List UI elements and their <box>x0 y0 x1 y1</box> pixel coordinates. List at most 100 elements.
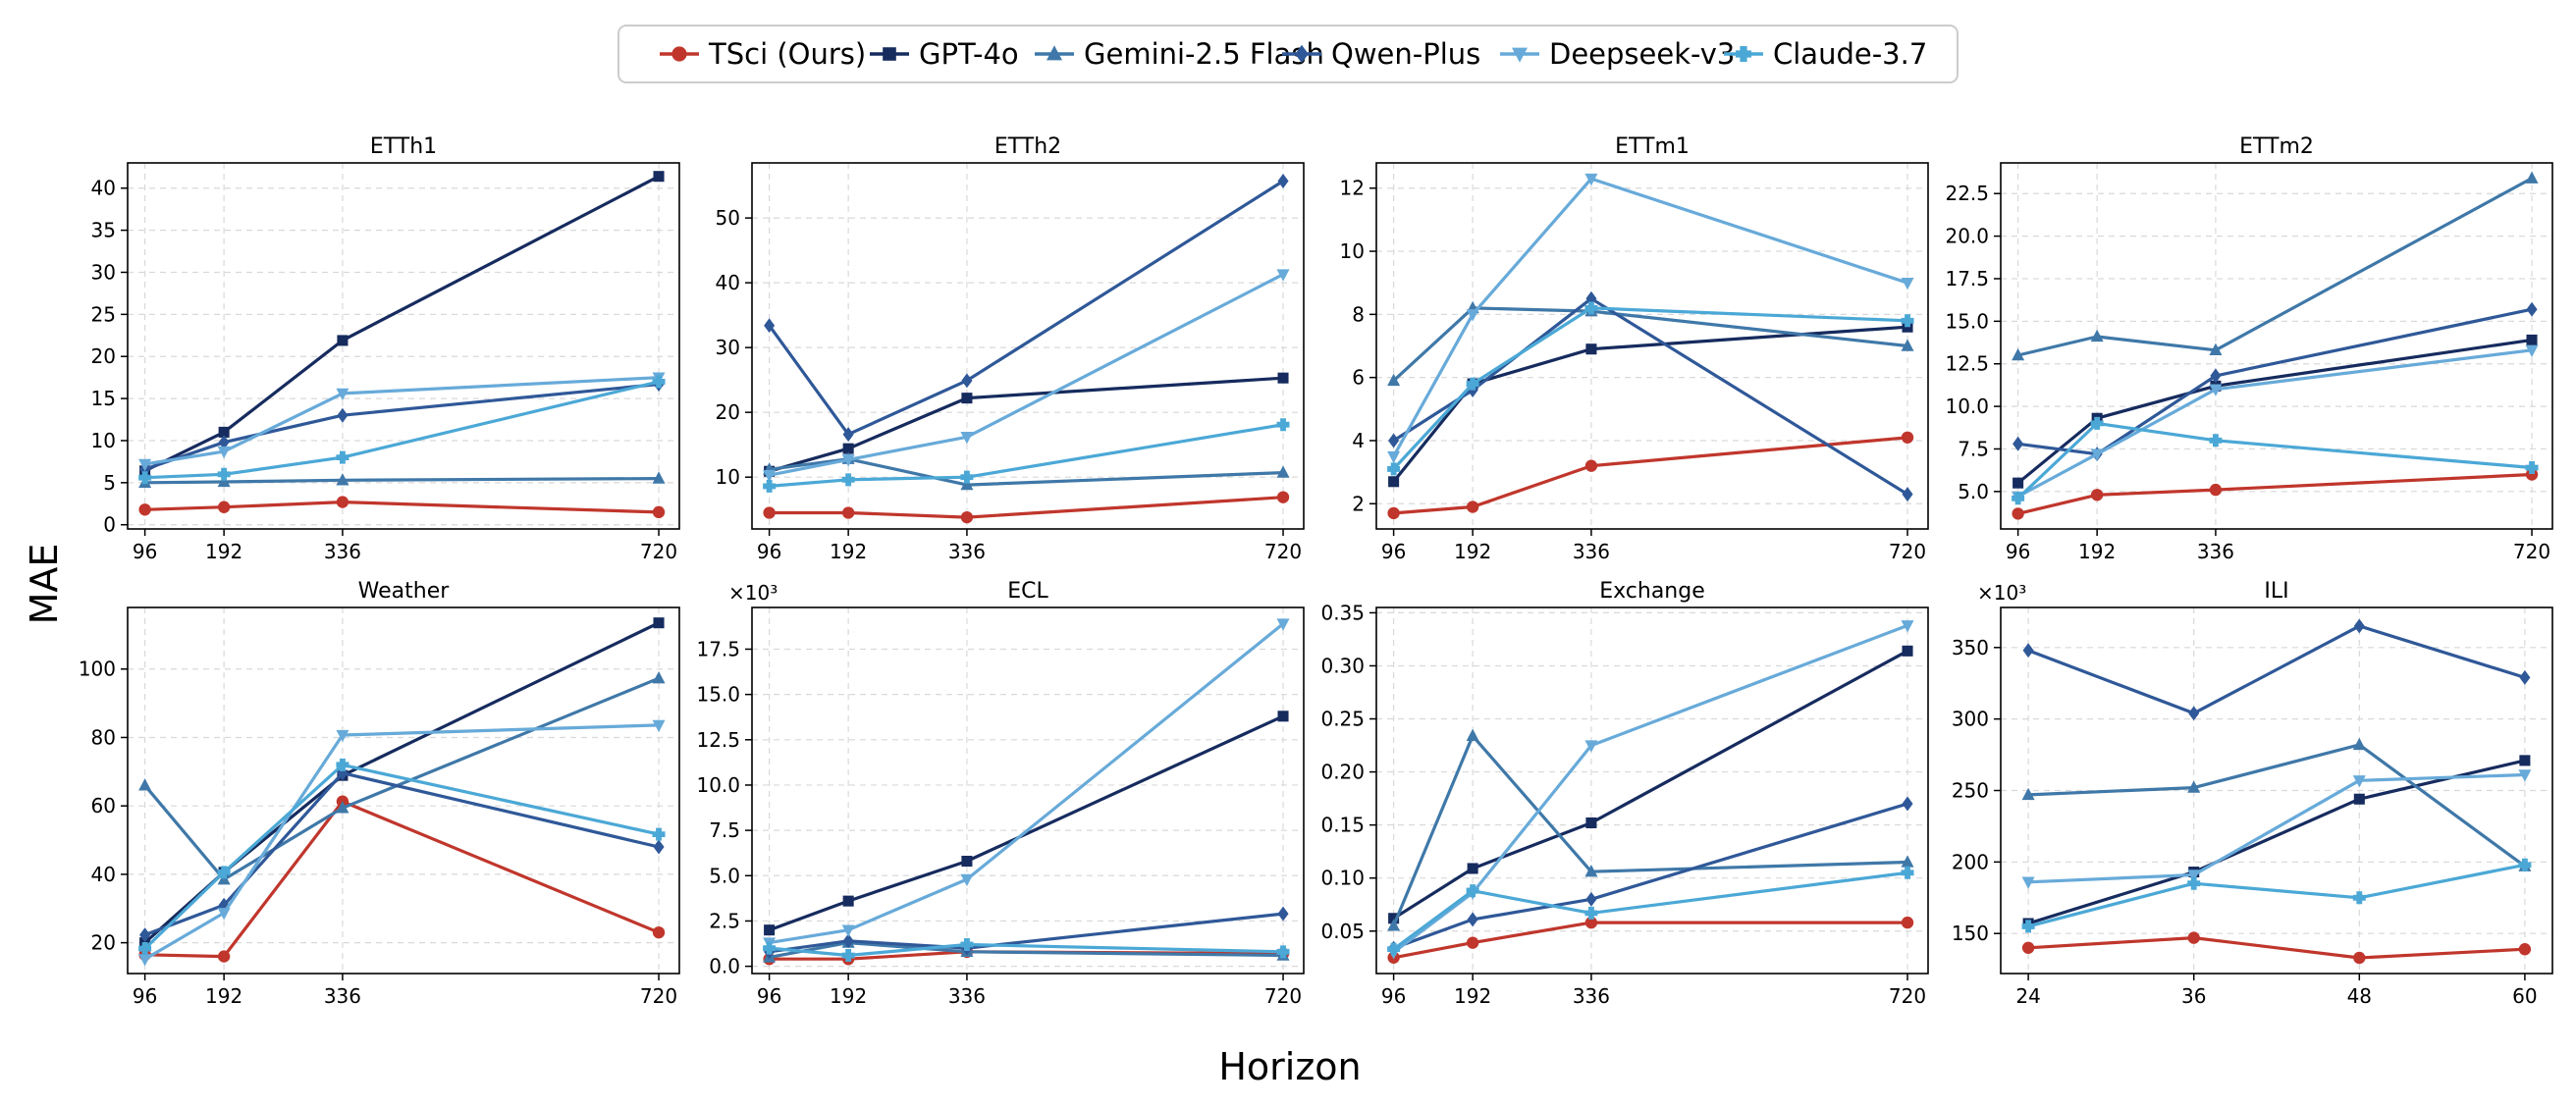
data-point <box>652 671 666 684</box>
data-point <box>1901 620 1914 633</box>
data-point <box>138 954 152 967</box>
series-line <box>769 942 1284 958</box>
data-point <box>841 473 855 487</box>
series-line <box>1392 325 1908 483</box>
x-tick-label: 96 <box>757 984 781 1008</box>
x-tick-label: 48 <box>2347 984 2372 1008</box>
series-deepseek-v3 <box>763 269 1290 483</box>
y-tick-label: 0 <box>103 513 116 537</box>
subplot-title: ETTh1 <box>370 134 437 159</box>
data-point <box>1584 459 1598 472</box>
data-point <box>1901 339 1914 351</box>
data-point <box>841 454 855 467</box>
plot-frame <box>751 606 1305 975</box>
data-point <box>2209 384 2223 396</box>
subplot-title: ETTm2 <box>2239 134 2314 159</box>
series-claude-3-7 <box>763 937 1290 963</box>
y-tick-label: 10 <box>1340 239 1365 263</box>
y-tick-label: 200 <box>1952 850 1989 873</box>
series-tsci-ours- <box>138 496 666 519</box>
legend-label: GPT-4o <box>919 37 1019 71</box>
x-tick-label: 192 <box>205 540 242 563</box>
data-point <box>841 506 855 519</box>
series-line <box>2027 759 2526 925</box>
y-tick-label: 5.0 <box>1958 480 1989 503</box>
series-line <box>2028 772 2525 884</box>
data-point <box>764 924 776 936</box>
y-tick-label: 10.0 <box>696 773 740 797</box>
data-point <box>2210 368 2222 384</box>
data-point <box>960 477 974 491</box>
y-tick-label: 0.20 <box>1320 761 1365 784</box>
data-point <box>336 729 349 743</box>
data-point <box>1466 501 1479 513</box>
series-deepseek-v3 <box>2021 769 2532 889</box>
data-point <box>1584 916 1598 929</box>
data-point <box>1276 269 1290 282</box>
data-point <box>842 895 854 907</box>
data-point <box>2187 931 2200 944</box>
data-point <box>2525 344 2539 357</box>
series-line <box>143 763 660 950</box>
series-line <box>769 457 1284 487</box>
plot-frame <box>1375 606 1929 975</box>
series-line <box>2017 307 2533 456</box>
data-point <box>1277 711 1289 722</box>
y-tick-label: 12.5 <box>696 728 740 752</box>
data-point <box>652 471 666 484</box>
x-tick-label: 720 <box>1889 984 1926 1008</box>
series-deepseek-v3 <box>763 618 1290 950</box>
data-point <box>653 617 665 629</box>
series-line <box>144 771 660 937</box>
y-tick-label: 300 <box>1952 708 1989 731</box>
series-deepseek-v3 <box>138 372 666 472</box>
series-line <box>1392 734 1908 926</box>
y-tick-label: 50 <box>716 206 740 230</box>
data-point <box>1584 906 1598 920</box>
y-tick-label: 0.15 <box>1320 814 1365 837</box>
series-line <box>1392 296 1908 496</box>
data-point <box>1387 919 1401 931</box>
data-point <box>2518 769 2532 782</box>
y-tick-label: 35 <box>91 219 116 242</box>
series-gemini-2-5-flash <box>138 671 666 885</box>
y-tick-label: 8 <box>1352 302 1365 326</box>
series-line <box>769 496 1284 519</box>
data-point <box>2353 951 2366 965</box>
plot-frame <box>751 162 1305 530</box>
series-qwen-plus <box>2022 618 2531 721</box>
data-point <box>1902 487 1913 502</box>
series-claude-3-7 <box>1387 866 1914 956</box>
data-point <box>1276 465 1290 478</box>
series-claude-3-7 <box>1387 301 1914 476</box>
data-point <box>336 801 349 814</box>
subplot-title: Exchange <box>1599 579 1705 604</box>
y-tick-label: 60 <box>91 794 116 817</box>
y-tick-label: 20 <box>91 931 116 955</box>
y-tick-label: 0.0 <box>709 955 740 978</box>
data-point <box>960 510 974 524</box>
data-point <box>841 949 855 963</box>
x-tick-label: 720 <box>640 540 677 563</box>
series-line <box>1392 623 1908 954</box>
x-tick-label: 336 <box>1573 984 1610 1008</box>
data-point <box>1466 309 1479 322</box>
y-tick-label: 25 <box>91 302 116 326</box>
data-point <box>1387 942 1401 956</box>
data-point <box>2012 492 2025 505</box>
x-tick-label: 336 <box>2197 540 2234 563</box>
series-line <box>2016 421 2533 500</box>
y-tick-label: 40 <box>91 177 116 200</box>
data-point <box>842 427 854 443</box>
x-tick-label: 192 <box>1454 540 1491 563</box>
data-point <box>842 443 854 454</box>
data-point <box>1902 645 1913 657</box>
y-tick-label: 150 <box>1952 922 1989 945</box>
data-point <box>2188 706 2200 721</box>
subplot-title: ILI <box>2264 579 2288 604</box>
series-gemini-2-5-flash <box>1387 728 1914 931</box>
y-tick-label: 6 <box>1352 366 1365 390</box>
data-point <box>2021 920 2035 933</box>
y-tick-label: 10 <box>91 429 116 452</box>
x-tick-label: 192 <box>830 540 867 563</box>
